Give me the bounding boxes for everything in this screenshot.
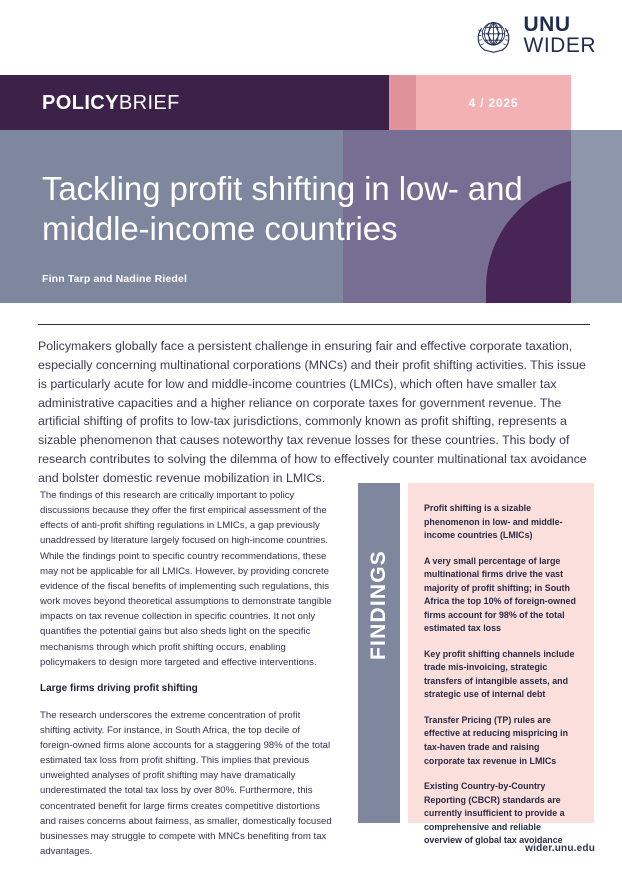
un-emblem-icon (477, 21, 509, 53)
masthead: UNU WIDER (0, 0, 622, 75)
section-heading: Large firms driving profit shifting (40, 682, 198, 694)
finding-item: Profit shifting is a sizable phenomenon … (424, 503, 563, 541)
authors-line: Finn Tarp and Nadine Riedel (42, 273, 188, 285)
finding-item: Transfer Pricing (TP) rules are effectiv… (424, 714, 569, 766)
body-paragraph-1: The findings of this research are critic… (40, 490, 332, 668)
findings-tab: FINDINGS (358, 483, 400, 823)
divider-rule (38, 324, 590, 325)
finding-item: Existing Country-by-Country Reporting (C… (424, 781, 565, 846)
abstract-text: Policymakers globally face a persistent … (38, 339, 587, 485)
issue-number: 4 / 2025 (468, 96, 519, 110)
findings-tab-label: FINDINGS (367, 550, 390, 660)
brief-word: BRIEF (118, 92, 180, 114)
band-white-gap (571, 75, 622, 130)
findings-list: Profit shifting is a sizable phenomenon … (408, 483, 594, 845)
logo-wordmark: UNU WIDER (523, 13, 597, 57)
findings-panel: FINDINGS Profit shifting is a sizable ph… (358, 483, 594, 845)
findings-divider-gap (400, 483, 408, 823)
policy-brief-label: POLICYBRIEF (42, 92, 180, 115)
hero-banner: POLICYBRIEF 4 / 2025 Tackling profit shi… (0, 75, 622, 303)
band-rose-accent (389, 75, 416, 130)
finding-item: A very small percentage of large multina… (424, 555, 576, 634)
unu-wider-logo[interactable]: UNU WIDER (472, 14, 597, 57)
policy-word: POLICY (42, 92, 119, 114)
page-title: Tackling profit shifting in low- and mid… (42, 170, 523, 248)
body-paragraph-2: The research underscores the extreme con… (40, 709, 332, 858)
policy-brief-band (0, 75, 389, 130)
footer-website-link[interactable]: wider.unu.edu (525, 843, 595, 854)
issue-band (416, 75, 571, 130)
logo-wider-text: WIDER (523, 33, 596, 57)
body-column: The findings of this research are critic… (40, 488, 332, 859)
logo-unu-text: UNU (523, 13, 571, 37)
finding-item: Key profit shifting channels include tra… (424, 648, 575, 700)
